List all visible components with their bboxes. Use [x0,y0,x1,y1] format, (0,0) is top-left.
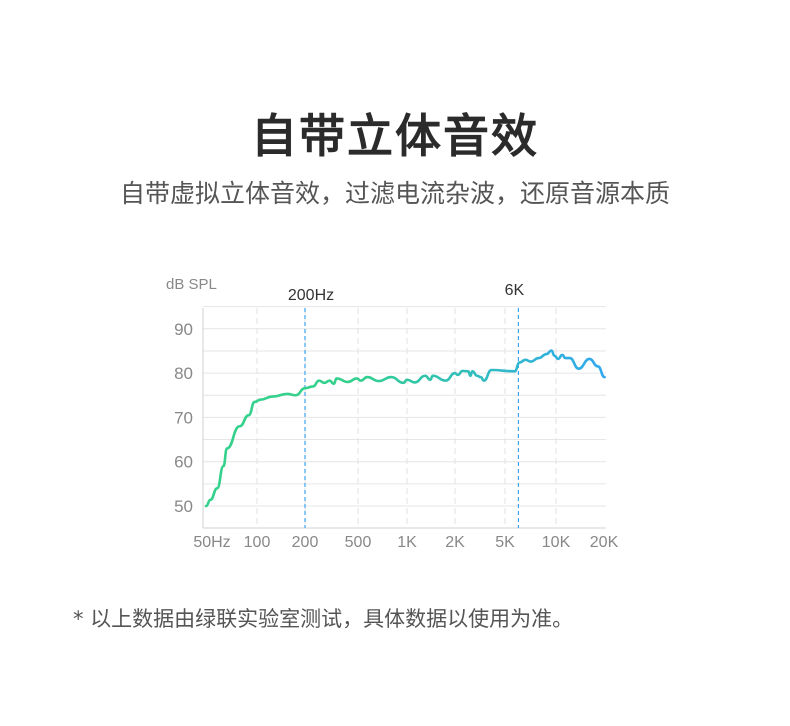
x-tick-label: 100 [244,534,271,551]
marker-label: 6K [505,282,525,299]
x-tick-label: 2K [445,534,465,551]
x-tick-label: 20K [590,534,619,551]
y-tick-label: 80 [174,364,193,383]
x-tick-label: 5K [495,534,515,551]
footnote: * 以上数据由绿联实验室测试，具体数据以使用为准。 [73,607,574,631]
x-tick-label: 200 [292,534,319,551]
marker-label: 200Hz [288,287,334,304]
x-tick-label: 1K [397,534,417,551]
y-tick-label: 90 [174,320,193,339]
page-subtitle: 自带虚拟立体音效，过滤电流杂波，还原音源本质 [119,179,670,208]
y-tick-label: 70 [174,408,193,427]
y-tick-label: 60 [174,453,193,472]
page-title: 自带立体音效 [251,109,539,163]
x-tick-label: 50Hz [193,534,230,551]
y-tick-label: 50 [174,497,193,516]
x-tick-label: 10K [542,534,571,551]
y-axis-label: dB SPL [166,276,217,293]
response-curve [204,349,606,508]
x-tick-label: 500 [345,534,372,551]
